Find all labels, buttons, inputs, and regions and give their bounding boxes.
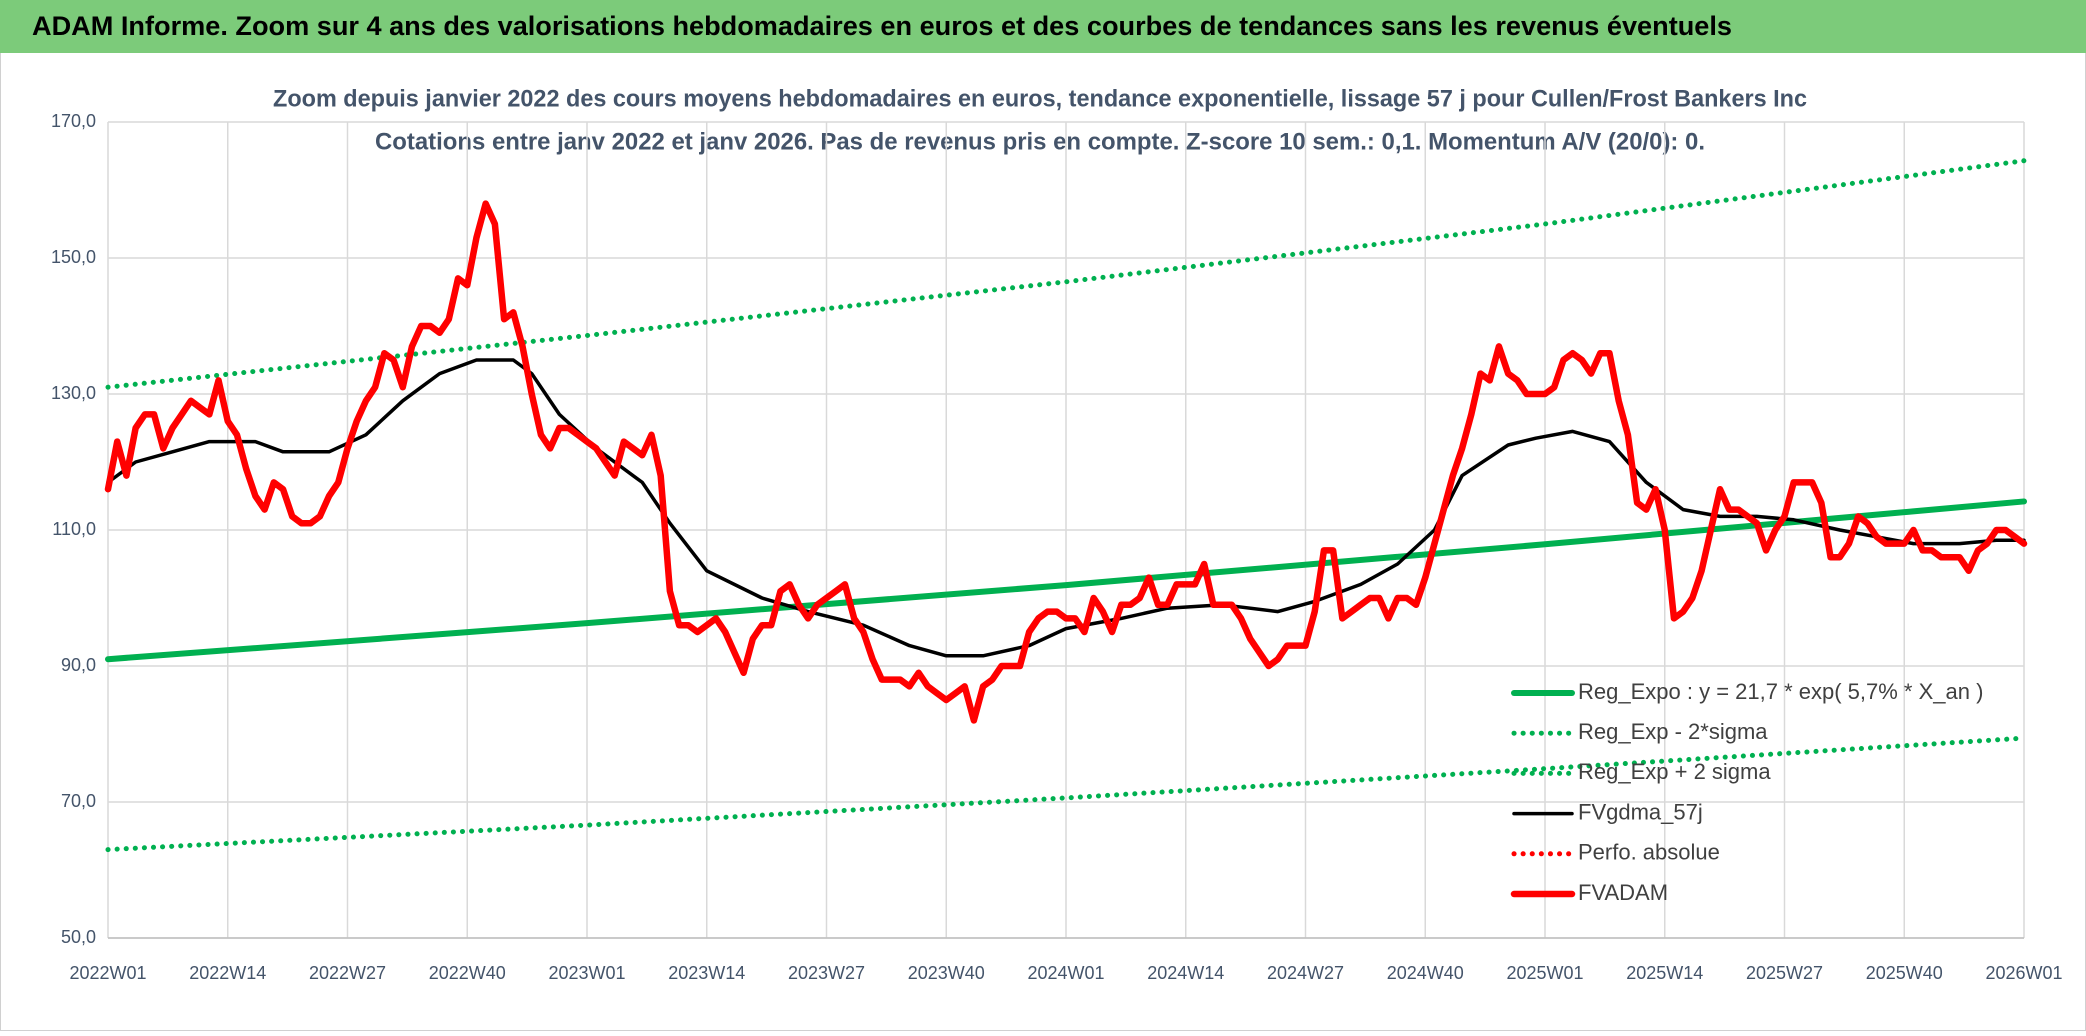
y-tick-label: 150,0 [51, 247, 96, 267]
x-tick-label: 2022W27 [309, 963, 386, 983]
x-tick-label: 2024W40 [1387, 963, 1464, 983]
x-tick-label: 2023W40 [908, 963, 985, 983]
y-tick-label: 170,0 [51, 111, 96, 131]
x-tick-label: 2025W01 [1506, 963, 1583, 983]
x-tick-label: 2024W14 [1147, 963, 1224, 983]
legend-label: Reg_Expo : y = 21,7 * exp( 5,7% * X_an ) [1578, 679, 1983, 704]
y-tick-label: 50,0 [61, 927, 96, 947]
x-tick-label: 2023W27 [788, 963, 865, 983]
header-title: ADAM Informe. Zoom sur 4 ans des valoris… [32, 11, 1732, 41]
legend-label: FVgdma_57j [1578, 799, 1703, 824]
x-tick-label: 2025W40 [1866, 963, 1943, 983]
x-tick-label: 2022W40 [429, 963, 506, 983]
series-line [105, 158, 2027, 390]
legend-label: Perfo. absolue [1578, 840, 1720, 865]
chart-subtitle: Cotations entre janv 2022 et janv 2026. … [375, 128, 1705, 155]
y-tick-label: 110,0 [52, 519, 96, 539]
x-tick-label: 2024W01 [1027, 963, 1104, 983]
y-tick-label: 70,0 [61, 791, 96, 811]
legend-label: Reg_Exp - 2*sigma [1578, 719, 1768, 744]
x-tick-label: 2025W27 [1746, 963, 1823, 983]
x-tick-label: 2022W14 [189, 963, 266, 983]
y-tick-label: 130,0 [51, 383, 96, 403]
x-tick-label: 2023W14 [668, 963, 745, 983]
series-line [105, 735, 2027, 853]
legend-label: FVADAM [1578, 880, 1668, 905]
x-tick-label: 2026W01 [1985, 963, 2062, 983]
series-line [104, 200, 2028, 724]
x-tick-label: 2023W01 [548, 963, 625, 983]
y-tick-label: 90,0 [61, 655, 96, 675]
x-tick-label: 2022W01 [69, 963, 146, 983]
series-line [105, 498, 2027, 663]
chart-title: Zoom depuis janvier 2022 des cours moyen… [273, 85, 1807, 112]
header-bar [0, 0, 2086, 53]
legend-label: Reg_Exp + 2 sigma [1578, 759, 1771, 784]
x-tick-label: 2024W27 [1267, 963, 1344, 983]
x-tick-label: 2025W14 [1626, 963, 1703, 983]
